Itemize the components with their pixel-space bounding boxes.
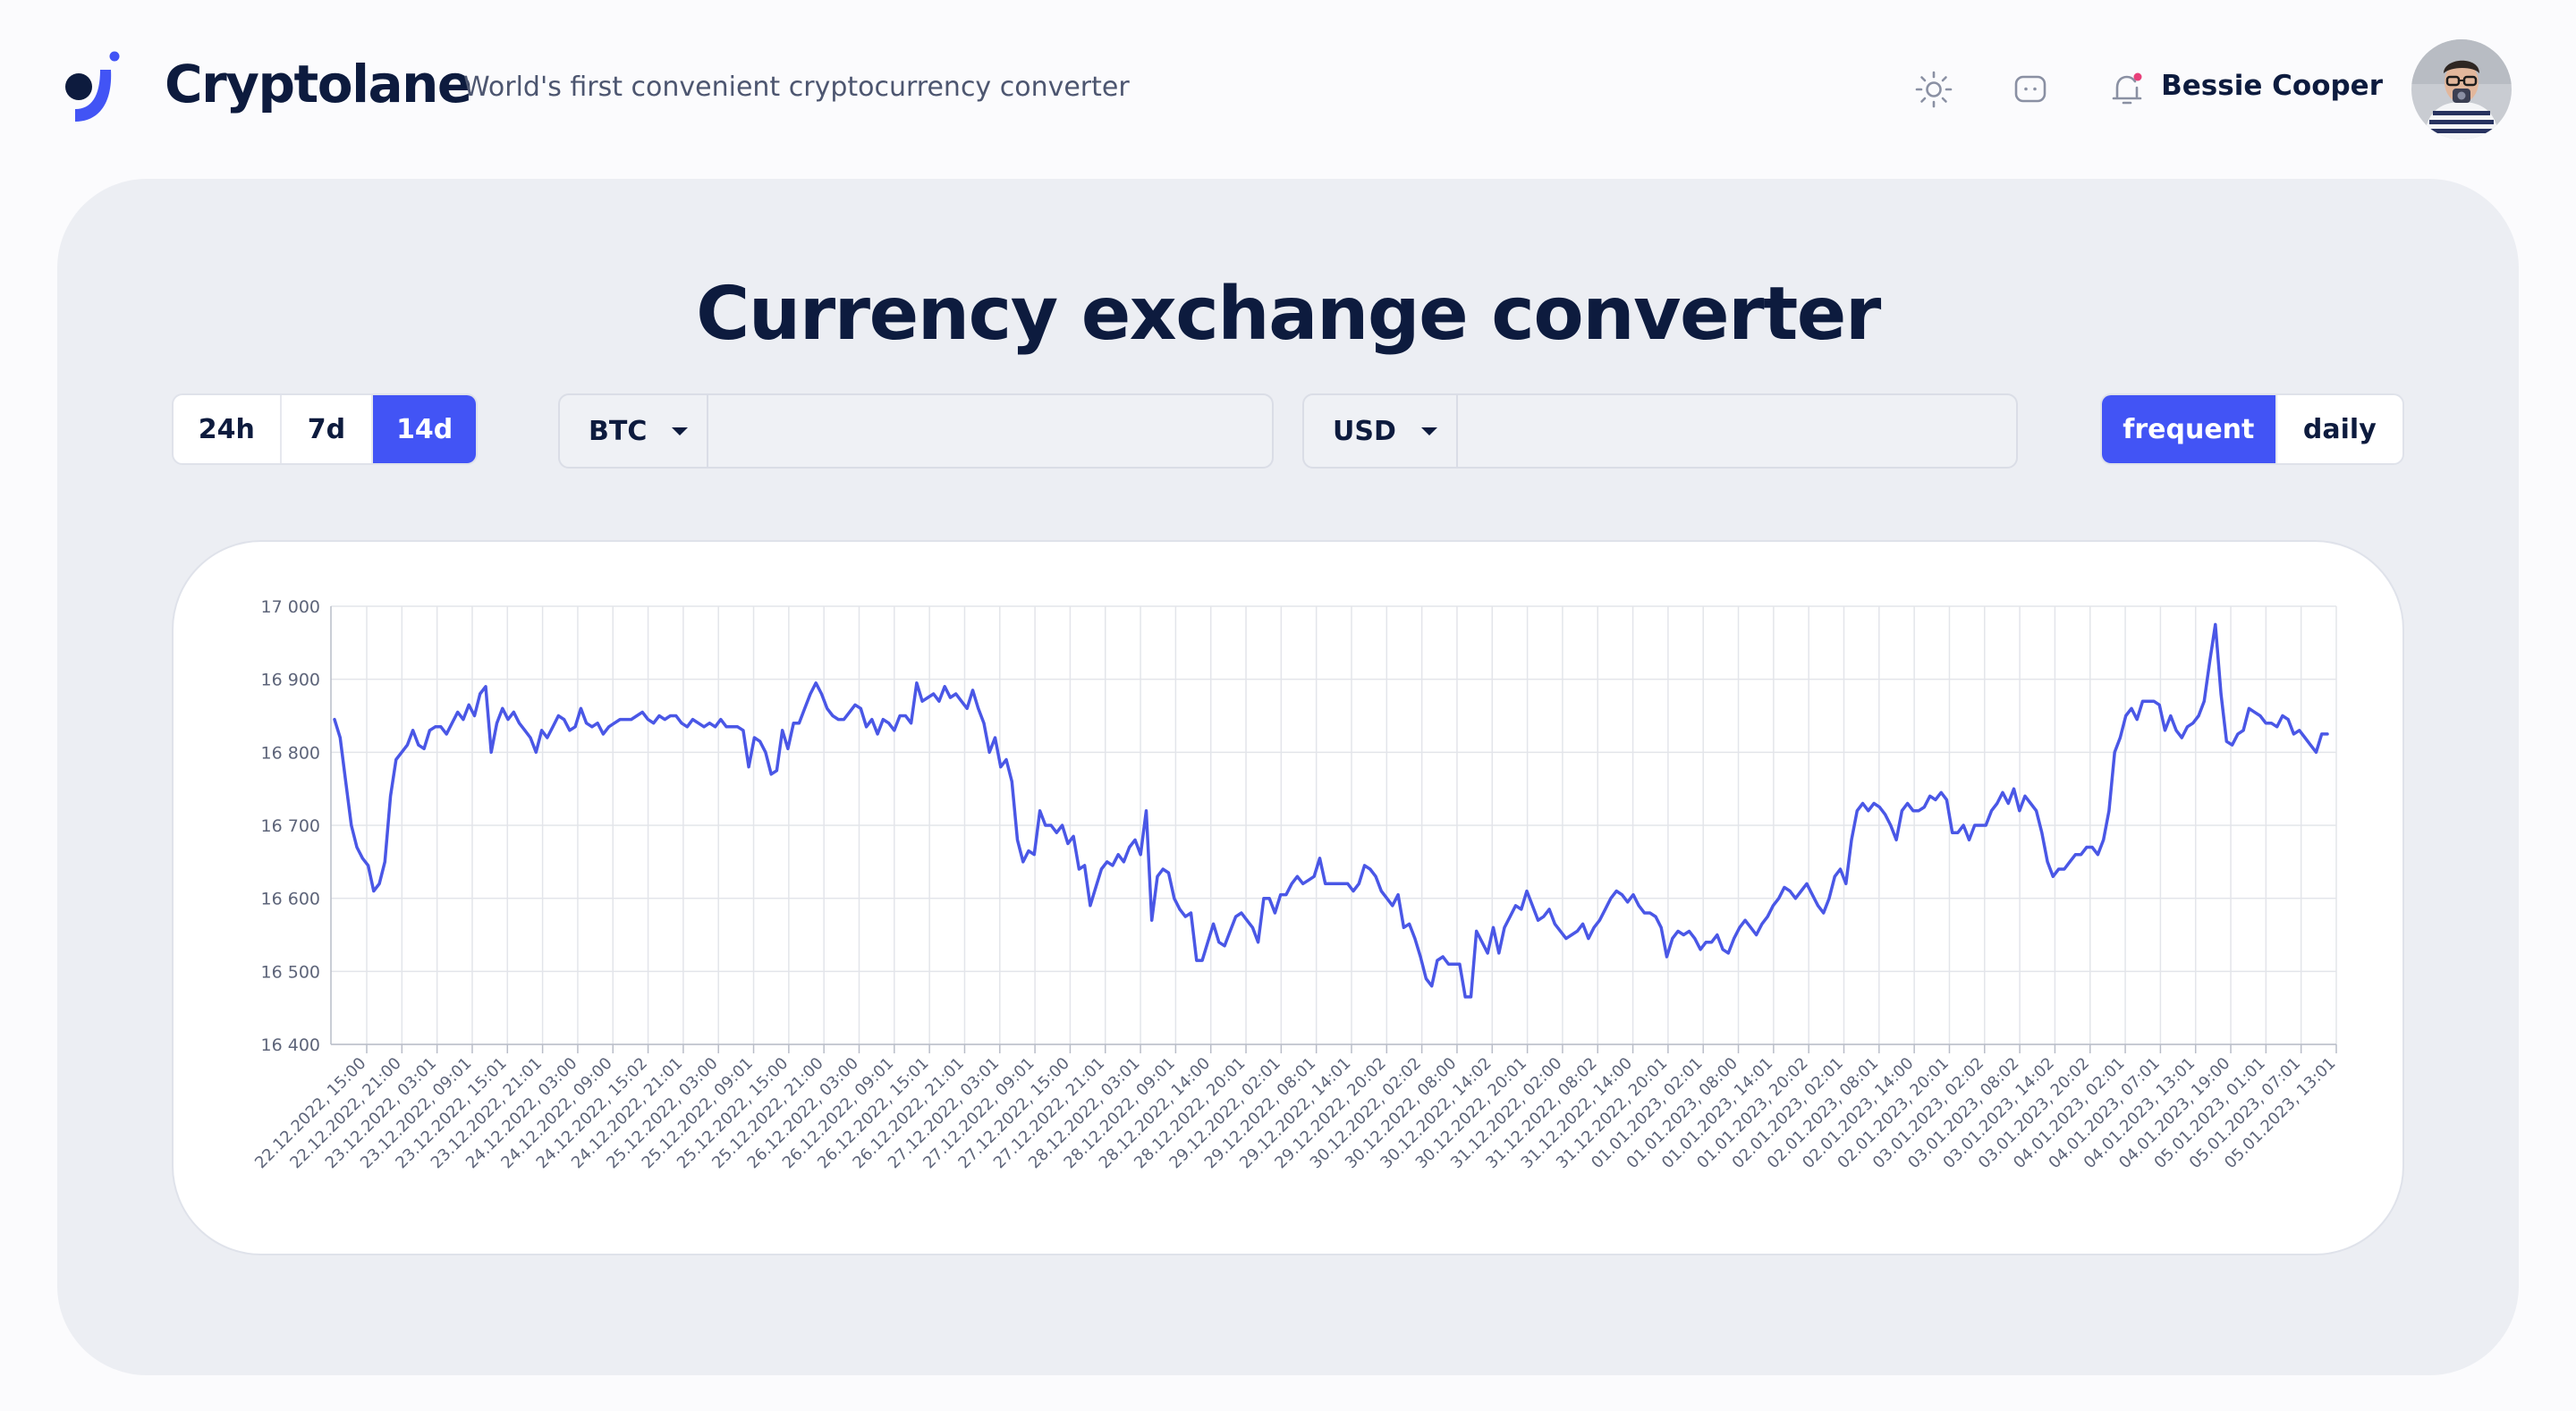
y-tick-label: 17 000	[261, 597, 320, 617]
converter-card: Currency exchange converter 24h 7d 14d B…	[57, 179, 2519, 1375]
y-tick-label: 16 500	[261, 962, 320, 982]
cryptolane-logo-icon[interactable]	[63, 50, 125, 131]
page-title: Currency exchange converter	[696, 272, 1881, 357]
avatar[interactable]	[2411, 39, 2512, 139]
from-currency-select[interactable]: BTC	[560, 395, 708, 467]
y-tick-label: 16 700	[261, 816, 320, 836]
brand-name[interactable]: Cryptolane	[165, 54, 472, 114]
y-tick-label: 16 800	[261, 743, 320, 763]
mode-selector: frequent daily	[2100, 393, 2404, 465]
y-tick-label: 16 900	[261, 671, 320, 690]
to-currency-code: USD	[1333, 415, 1396, 447]
chevron-down-icon	[1420, 427, 1437, 435]
top-header: Cryptolane World's first convenient cryp…	[0, 0, 2576, 175]
to-amount-input[interactable]	[1458, 395, 2016, 467]
mode-daily-button[interactable]: daily	[2302, 413, 2377, 445]
user-name[interactable]: Bessie Cooper	[2161, 70, 2383, 102]
tagline: World's first convenient cryptocurrency …	[463, 72, 1130, 103]
period-14d-button[interactable]: 14d	[373, 395, 476, 463]
from-currency-code: BTC	[589, 415, 648, 447]
price-chart-svg: 17 000 16 900 16 800 16 700 16 600 16 500 16 4…	[251, 597, 2340, 1172]
to-currency-group: USD	[1302, 393, 2018, 469]
from-amount-input[interactable]	[708, 395, 1272, 467]
notification-dot	[2133, 72, 2142, 81]
y-tick-label: 16 600	[261, 890, 320, 909]
chat-icon[interactable]	[2005, 64, 2055, 114]
bell-icon[interactable]	[2102, 64, 2152, 114]
sun-icon[interactable]	[1909, 64, 1959, 114]
period-24h-button[interactable]: 24h	[174, 395, 282, 463]
chevron-down-icon	[672, 427, 689, 435]
price-series-line	[333, 622, 2329, 999]
to-currency-select[interactable]: USD	[1304, 395, 1458, 467]
from-currency-group: BTC	[558, 393, 1274, 469]
mode-frequent-button[interactable]: frequent	[2102, 395, 2277, 463]
y-tick-label: 16 400	[261, 1035, 320, 1055]
price-chart: 17 000 16 900 16 800 16 700 16 600 16 500 16 4…	[172, 540, 2404, 1255]
period-selector: 24h 7d 14d	[172, 393, 478, 465]
period-7d-button[interactable]: 7d	[282, 395, 374, 463]
